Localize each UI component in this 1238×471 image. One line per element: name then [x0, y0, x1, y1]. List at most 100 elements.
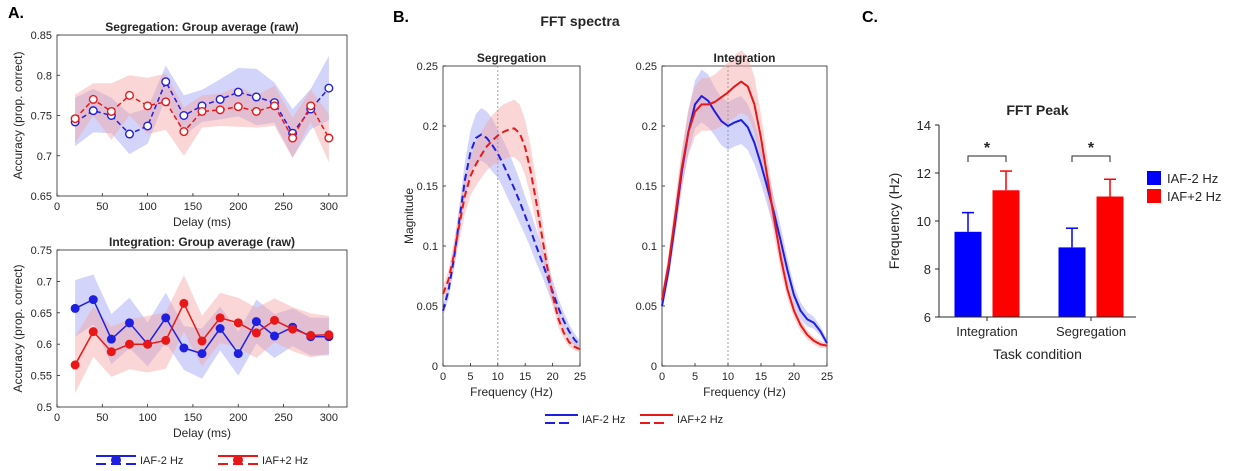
legend-c-label-iaf-plus: IAF+2 Hz: [1167, 189, 1222, 204]
legend-a: IAF-2 Hz IAF+2 Hz: [96, 455, 308, 467]
x-tick-label: 100: [138, 201, 156, 213]
legend-a-label-iaf-plus: IAF+2 Hz: [262, 455, 308, 467]
y-tick-label: 0.6: [37, 339, 52, 351]
x-axis-label: Frequency (Hz): [703, 385, 786, 399]
x-axis-label: Frequency (Hz): [470, 385, 553, 399]
data-point: [161, 335, 171, 345]
data-point: [179, 127, 189, 137]
significance-marker: *: [1088, 140, 1095, 157]
y-tick-label: 0: [651, 361, 657, 373]
x-tick-label: 50: [96, 201, 108, 213]
x-tick-label: 200: [229, 201, 247, 213]
data-point: [143, 339, 153, 349]
fft-spectra-title: FFT spectra: [540, 13, 620, 29]
x-tick-label: 250: [274, 412, 292, 424]
y-tick-label: 10: [917, 214, 931, 229]
x-tick-label: 0: [54, 201, 60, 213]
data-point: [215, 313, 225, 323]
x-tick-label: 15: [519, 371, 531, 383]
data-point: [124, 90, 134, 100]
data-point: [233, 349, 243, 359]
bar-iaf-plus-segregation: [1096, 196, 1124, 317]
bar-chart-title: FFT Peak: [1006, 102, 1068, 118]
legend-b-label-iaf-minus: IAF-2 Hz: [582, 414, 625, 426]
y-tick-label: 0.25: [636, 61, 657, 73]
x-tick-label: 5: [692, 371, 698, 383]
data-point: [88, 106, 98, 116]
data-point: [270, 101, 280, 111]
data-point: [233, 318, 243, 328]
data-point: [88, 295, 98, 305]
legend-a-label-iaf-minus: IAF-2 Hz: [140, 455, 183, 467]
error-band-iaf-plus: [75, 73, 329, 163]
y-tick-label: 0.85: [31, 30, 52, 42]
plot-frame: [56, 249, 348, 408]
x-tick-label: 150: [184, 201, 202, 213]
data-point: [161, 313, 171, 323]
y-tick-label: 0.1: [423, 241, 438, 253]
x-tick-label: 300: [320, 201, 338, 213]
y-tick-label: 0.8: [37, 70, 52, 82]
data-point: [70, 303, 80, 313]
y-tick-label: 0.25: [417, 61, 438, 73]
y-tick-label: 14: [917, 118, 931, 133]
data-point: [251, 317, 261, 327]
legend-marker-icon: [111, 455, 121, 465]
x-tick-label: 25: [574, 371, 586, 383]
significance-bracket: [1071, 155, 1111, 162]
x-tick-label: 250: [274, 201, 292, 213]
series-line-iaf-plus: [442, 127, 581, 351]
data-point: [251, 328, 261, 338]
data-point: [124, 318, 134, 328]
plot-title: Integration: [714, 51, 776, 65]
error-band-iaf-minus: [75, 274, 329, 379]
legend-marker-icon: [233, 455, 243, 465]
data-point: [70, 360, 80, 370]
y-tick-label: 0.7: [37, 151, 52, 163]
data-point: [161, 97, 171, 107]
x-tick-label: 150: [184, 412, 202, 424]
data-point: [106, 334, 116, 344]
data-point: [288, 133, 298, 143]
y-tick-label: 0.75: [31, 245, 52, 257]
x-tick-label: 300: [320, 412, 338, 424]
data-point: [197, 349, 207, 359]
y-tick-label: 0.75: [31, 111, 52, 123]
integration-fft-plot: 0 5 10 15 20 25 0 0.05 0.1 0.15 0.2 0.25 Integration…: [636, 50, 833, 399]
segregation-accuracy-plot: 0 50 100 150 200 250 300 0.65 0.7 0.75 0.8 0.85 Segr…: [11, 20, 348, 229]
x-tick-label: 15: [755, 371, 767, 383]
legend-c-swatch-iaf-minus: [1147, 171, 1161, 185]
y-axis-label: Accuracy (prop. correct): [11, 51, 25, 179]
bar-iaf-plus-integration: [992, 190, 1020, 317]
data-point: [88, 327, 98, 337]
y-tick-label: 0.55: [31, 371, 52, 383]
data-point: [124, 129, 134, 139]
data-point: [324, 133, 334, 143]
fft-peak-bar-chart: FFT Peak * * 6 8 10 12 14 Integration Segregation…: [886, 102, 1136, 362]
data-point: [124, 339, 134, 349]
series-line-iaf-minus: [442, 133, 581, 347]
significance-bracket: [967, 155, 1007, 162]
panel-label-c: C.: [862, 9, 878, 26]
x-tick-label: 0: [54, 412, 60, 424]
legend-c-swatch-iaf-plus: [1147, 189, 1161, 203]
data-point: [270, 331, 280, 341]
legend-a-iaf-plus: IAF+2 Hz: [218, 455, 308, 467]
legend-b-label-iaf-plus: IAF+2 Hz: [677, 414, 723, 426]
x-tick-label: 10: [722, 371, 734, 383]
data-point: [215, 324, 225, 334]
data-point: [143, 121, 153, 131]
data-point: [179, 298, 189, 308]
y-tick-label: 8: [924, 262, 931, 277]
category-label: Integration: [956, 324, 1017, 339]
y-tick-label: 0.05: [417, 301, 438, 313]
plot-title: Segregation: Group average (raw): [105, 20, 298, 34]
data-point: [106, 106, 116, 116]
y-tick-label: 12: [917, 166, 931, 181]
x-tick-label: 20: [546, 371, 558, 383]
x-tick-label: 10: [492, 371, 504, 383]
x-tick-label: 25: [821, 371, 833, 383]
legend-b-iaf-minus: IAF-2 Hz: [545, 414, 625, 426]
series-line-iaf-plus: [661, 80, 828, 347]
